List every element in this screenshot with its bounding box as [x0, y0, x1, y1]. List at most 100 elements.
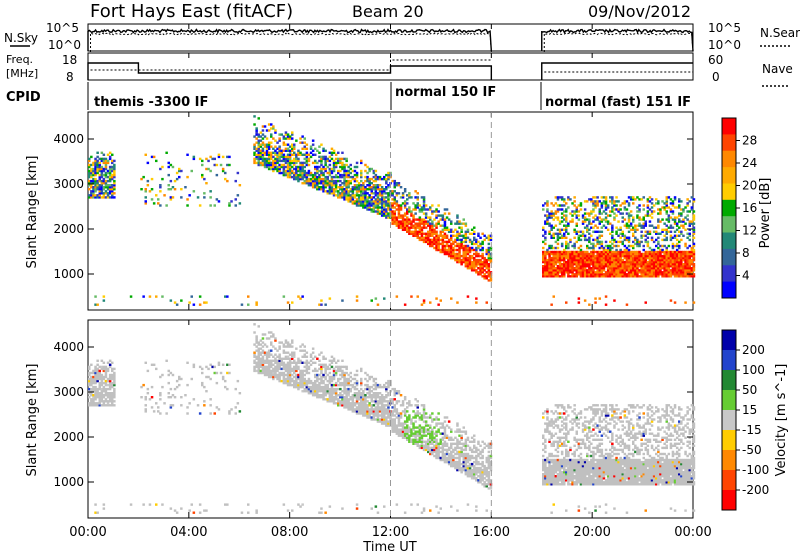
- velocity-cell: [286, 369, 290, 373]
- power-cell: [571, 244, 574, 248]
- velocity-cell: [355, 369, 359, 373]
- velocity-cell: [257, 351, 260, 354]
- power-cell: [324, 179, 327, 183]
- velocity-cell: [186, 412, 189, 415]
- velocity-cell: [291, 345, 294, 348]
- power-cell: [552, 250, 555, 254]
- power-cell: [594, 196, 597, 199]
- velocity-cell: [203, 385, 206, 389]
- power-cell: [567, 256, 570, 260]
- power-cell: [100, 171, 104, 175]
- velocity-cell: [374, 410, 378, 413]
- power-cell: [422, 301, 426, 304]
- power-cell: [412, 224, 415, 227]
- power-cell: [609, 265, 612, 268]
- power-cell: [634, 228, 637, 231]
- velocity-cell: [284, 363, 288, 366]
- velocity-cell: [219, 371, 223, 375]
- power-cell: [297, 179, 300, 183]
- power-cell: [588, 256, 591, 260]
- power-cell: [554, 263, 558, 266]
- power-cell: [437, 242, 440, 246]
- velocity-cell: [291, 339, 294, 342]
- power-cell: [640, 240, 643, 244]
- velocity-cell: [349, 408, 352, 411]
- power-cell: [667, 271, 671, 274]
- power-cell: [401, 196, 405, 199]
- power-cell: [351, 188, 355, 191]
- velocity-cell: [301, 503, 304, 506]
- power-cell: [611, 258, 614, 262]
- velocity-cell: [328, 400, 332, 403]
- power-cell: [309, 171, 313, 175]
- power-cell: [567, 254, 570, 258]
- power-cell: [435, 232, 438, 235]
- power-cell: [391, 220, 394, 223]
- velocity-cell: [328, 371, 332, 375]
- power-cell: [88, 182, 91, 185]
- power-cell: [276, 153, 279, 156]
- power-cell: [600, 244, 604, 248]
- velocity-cell: [307, 367, 311, 371]
- power-cell: [686, 258, 689, 262]
- velocity-cell: [360, 369, 363, 373]
- power-cell: [328, 190, 332, 193]
- velocity-cell: [370, 416, 373, 419]
- power-cell: [692, 258, 696, 262]
- velocity-cell: [270, 331, 273, 334]
- power-cell: [632, 240, 635, 244]
- power-cell: [144, 190, 147, 193]
- power-cell: [357, 182, 361, 185]
- power-cell: [558, 232, 562, 235]
- power-cell: [615, 260, 618, 264]
- velocity-cell: [297, 375, 300, 379]
- velocity-cell: [357, 408, 361, 411]
- power-cell: [265, 165, 269, 169]
- power-cell: [280, 171, 283, 175]
- power-cell: [293, 153, 296, 156]
- power-cell: [443, 240, 447, 244]
- power-cell: [309, 147, 313, 150]
- power-cell: [655, 267, 658, 270]
- power-cell: [573, 204, 576, 207]
- power-cell: [173, 188, 177, 191]
- velocity-cell: [293, 371, 296, 375]
- velocity-cell: [286, 345, 290, 348]
- velocity-cell: [247, 511, 250, 514]
- power-cell: [274, 151, 277, 154]
- power-cell: [686, 210, 689, 213]
- power-cell: [571, 263, 574, 266]
- power-cell: [579, 250, 583, 254]
- power-cell: [347, 190, 350, 193]
- power-cell: [387, 204, 390, 207]
- power-cell: [460, 254, 463, 258]
- power-cell: [575, 206, 578, 209]
- power-cell: [414, 230, 417, 233]
- velocity-cell: [111, 367, 114, 371]
- power-cell: [406, 212, 409, 215]
- velocity-cell: [370, 394, 373, 397]
- power-cell: [328, 169, 332, 173]
- power-cell: [431, 240, 434, 244]
- power-cell: [615, 200, 618, 203]
- power-cell: [88, 171, 91, 175]
- power-cell: [205, 157, 208, 161]
- power-cell: [295, 167, 298, 171]
- velocity-cell: [374, 396, 378, 399]
- power-cell: [627, 263, 631, 266]
- velocity-cell: [253, 355, 256, 358]
- power-cell: [282, 295, 286, 298]
- power-cell: [619, 254, 622, 258]
- velocity-cell: [303, 349, 306, 352]
- power-cell: [98, 165, 101, 169]
- power-cell: [387, 206, 390, 209]
- power-cell: [579, 260, 583, 264]
- power-cell: [563, 224, 566, 227]
- velocity-cell: [380, 416, 384, 419]
- power-cell: [351, 192, 355, 195]
- velocity-cell: [387, 412, 390, 415]
- power-cell: [556, 273, 560, 276]
- velocity-cell: [368, 396, 371, 399]
- velocity-cell: [305, 363, 309, 366]
- power-cell: [592, 196, 595, 199]
